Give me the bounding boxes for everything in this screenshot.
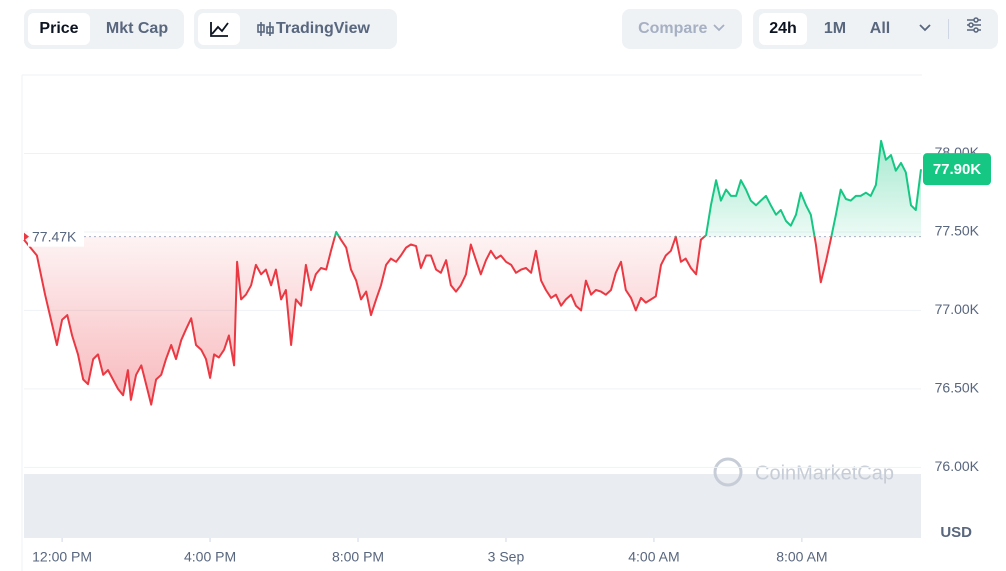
- tradingview-button[interactable]: TradingView: [254, 13, 394, 45]
- tab-mktcap[interactable]: Mkt Cap: [105, 20, 169, 37]
- y-tick-label: 77.00K: [935, 301, 980, 317]
- area-fill: [24, 140, 921, 405]
- volume-area: [24, 474, 921, 538]
- range-24h[interactable]: 24h: [759, 13, 807, 45]
- reference-label: 77.47K: [32, 228, 77, 244]
- compare-group: Compare: [622, 9, 742, 49]
- x-tick-label: 4:00 PM: [184, 549, 236, 565]
- range-1m[interactable]: 1M: [823, 20, 847, 37]
- x-tick-label: 3 Sep: [488, 549, 525, 565]
- x-tick-label: 8:00 PM: [332, 549, 384, 565]
- range-dropdown[interactable]: [909, 13, 941, 45]
- x-tick-label: 8:00 AM: [776, 549, 827, 565]
- watermark-logo: [713, 457, 743, 487]
- line-view-button[interactable]: [198, 13, 240, 45]
- tradingview-label: TradingView: [276, 20, 370, 37]
- line-icon: [210, 22, 229, 37]
- chevron: [919, 24, 931, 32]
- settings-button[interactable]: [957, 13, 991, 45]
- tab-group: Price Mkt Cap: [24, 9, 184, 49]
- divider: [948, 19, 949, 39]
- y-tick-label: 76.50K: [935, 380, 980, 396]
- range-group: 24h 1M All: [753, 9, 998, 49]
- y-tick-label: 78.00K: [935, 144, 980, 160]
- compare-label: Compare: [638, 20, 708, 37]
- compare-button[interactable]: Compare: [622, 13, 742, 45]
- tab-price[interactable]: Price: [28, 13, 90, 45]
- range-all[interactable]: All: [869, 20, 891, 37]
- current-price-badge: [923, 153, 991, 186]
- x-tick-label: 4:00 AM: [628, 549, 679, 565]
- chevron: [713, 24, 725, 32]
- candle-icon: [257, 22, 274, 36]
- y-tick-label: 77.50K: [935, 223, 980, 239]
- view-group: TradingView: [194, 9, 397, 49]
- watermark: CoinMarketCap: [755, 462, 894, 484]
- reference-label-bg: [28, 226, 84, 247]
- current-price-label: 77.90K: [933, 161, 982, 178]
- currency-label: USD: [940, 524, 972, 541]
- x-tick-label: 12:00 PM: [32, 549, 92, 565]
- reference-marker: [24, 232, 29, 241]
- settings-icon: [967, 17, 981, 33]
- y-tick-label: 76.00K: [935, 458, 980, 474]
- price-line: [23, 139, 922, 406]
